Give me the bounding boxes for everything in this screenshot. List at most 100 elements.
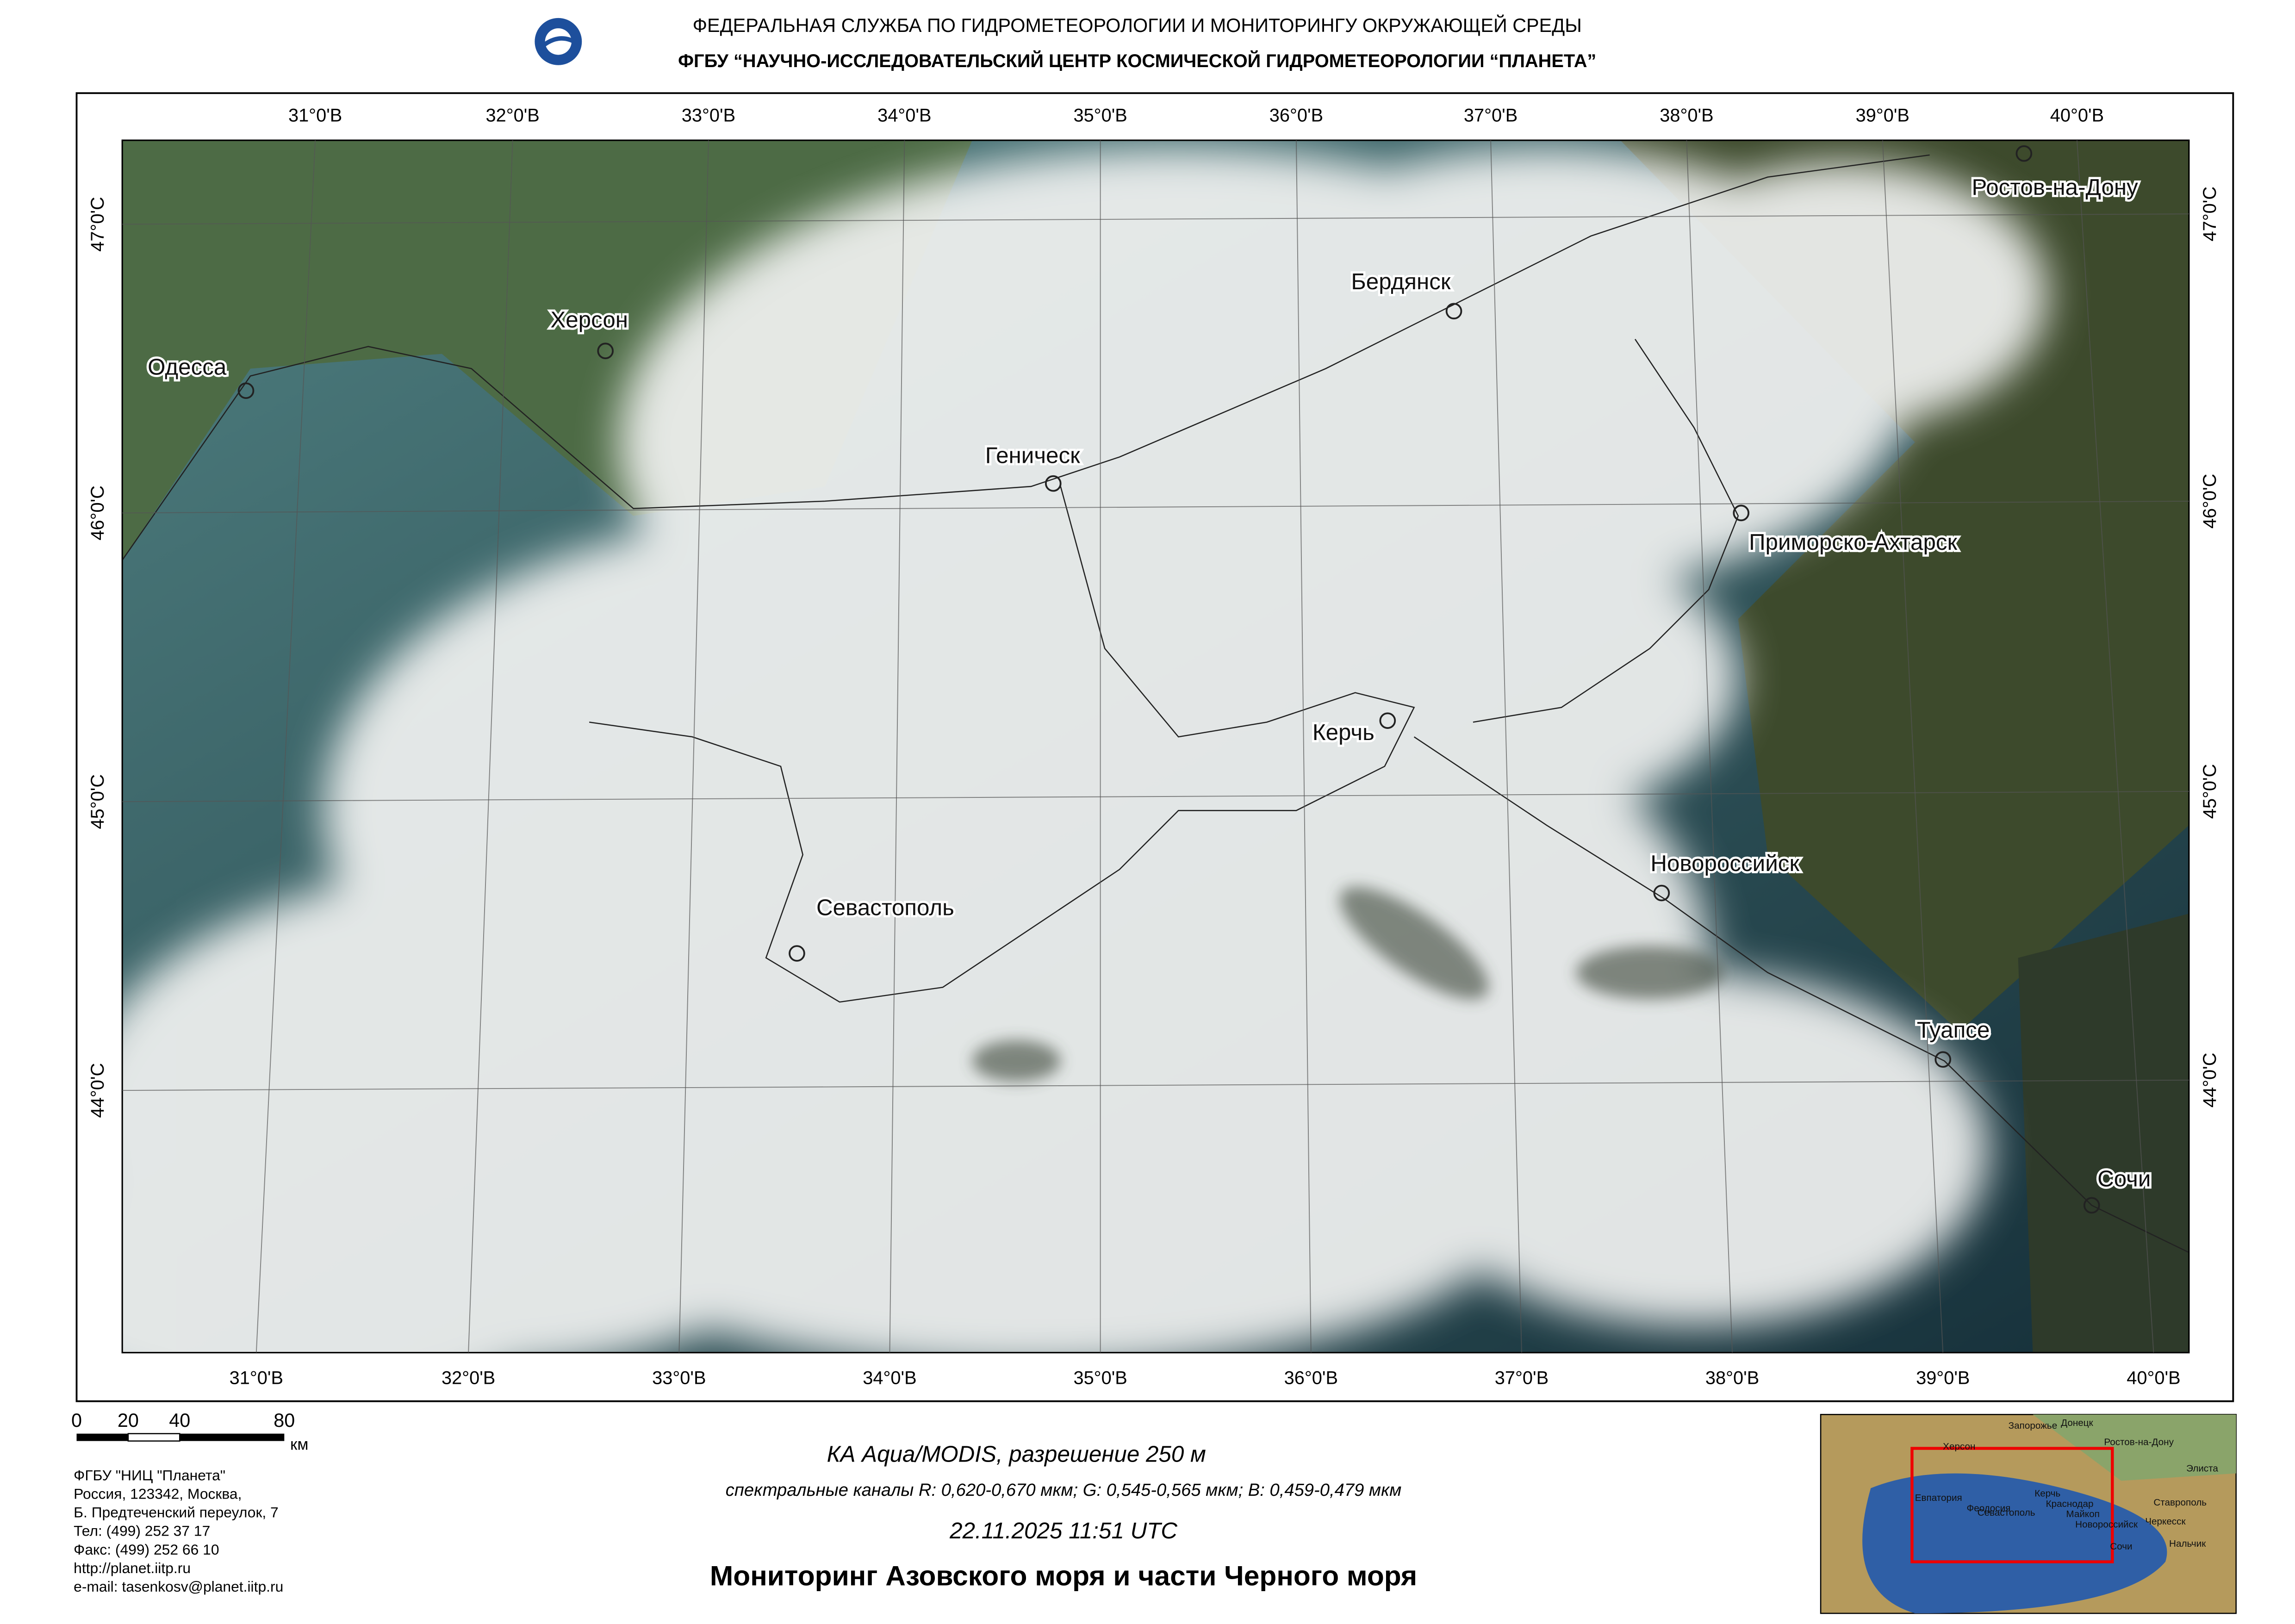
- right-label: 46°0'С: [2200, 474, 2220, 529]
- title: Мониторинг Азовского моря и части Черног…: [710, 1560, 1417, 1592]
- scale-label: 40: [169, 1410, 190, 1431]
- city-marker: [1445, 303, 1462, 320]
- graticule: [122, 140, 2189, 1353]
- inset-label: Нальчик: [2169, 1538, 2206, 1549]
- org-line: ФГБУ "НИЦ "Планета": [74, 1467, 225, 1483]
- city-marker: [789, 945, 805, 962]
- city-marker: [2083, 1197, 2100, 1214]
- parallel: [122, 790, 2189, 803]
- inset-label: Севастополь: [1978, 1507, 2035, 1518]
- city-label: Севастополь: [816, 895, 954, 921]
- bottom-label: 38°0'В: [1705, 1368, 1759, 1388]
- right-label: 47°0'С: [2200, 187, 2220, 242]
- city-marker: [1379, 712, 1396, 729]
- top-label: 36°0'В: [1269, 106, 1323, 126]
- bottom-label: 32°0'В: [442, 1368, 495, 1388]
- left-label: 44°0'С: [87, 1063, 108, 1118]
- bottom-label: 36°0'В: [1284, 1368, 1338, 1388]
- city-marker: [1934, 1051, 1952, 1068]
- city-label: Бердянск: [1351, 269, 1451, 294]
- inset-label: Херсон: [1943, 1441, 1975, 1452]
- meridian: [678, 140, 709, 1353]
- top-label: 33°0'В: [682, 106, 735, 126]
- city-label: Приморско-Ахтарск: [1749, 529, 1957, 555]
- labels: 31°0'В 31°0'В 32°0'В 32°0'В 33°0'В 33°0'В 34°0…: [71, 106, 2220, 1595]
- meridian: [1686, 140, 1733, 1353]
- city-label: Туапсе: [1917, 1017, 1990, 1043]
- top-label: 31°0'В: [288, 106, 342, 126]
- top-label: 40°0'В: [2050, 106, 2104, 126]
- satellite-image: [122, 140, 2189, 1353]
- inset-label: Краснодар: [2046, 1499, 2094, 1509]
- bottom-label: 40°0'В: [2127, 1368, 2180, 1388]
- header-line: ФГБУ “НАУЧНО-ИССЛЕДОВАТЕЛЬСКИЙ ЦЕНТР КОС…: [678, 50, 1596, 71]
- city-label: Херсон: [550, 307, 628, 333]
- inset-label: Элиста: [2186, 1463, 2218, 1474]
- city-marker: [597, 342, 614, 360]
- logo: [535, 18, 582, 65]
- bottom-label: 33°0'В: [652, 1368, 706, 1388]
- inset-map: [1820, 1414, 2237, 1614]
- left-label: 46°0'С: [87, 485, 108, 541]
- city-marker: [1733, 504, 1750, 522]
- meridian: [255, 140, 316, 1353]
- top-label: 34°0'В: [877, 106, 931, 126]
- datetime: 22.11.2025 11:51 UTC: [949, 1518, 1177, 1543]
- parallel: [122, 213, 2189, 225]
- inset-label: Майкоп: [2066, 1509, 2099, 1519]
- inset-label: Запорожье: [2009, 1420, 2058, 1431]
- right-label: 45°0'С: [2200, 764, 2220, 819]
- left-label: 45°0'С: [87, 774, 108, 829]
- city-label: Керчь: [1312, 720, 1375, 745]
- inset-label: Донецк: [2061, 1418, 2093, 1428]
- parallel: [122, 500, 2189, 514]
- right-label: 44°0'С: [2200, 1053, 2220, 1108]
- meridian: [1490, 140, 1522, 1353]
- meridian: [1882, 140, 1944, 1353]
- inset-label: Ростов-на-Дону: [2104, 1437, 2174, 1447]
- top-label: 37°0'В: [1464, 106, 1518, 126]
- inset-label: Ставрополь: [2153, 1497, 2207, 1508]
- org-line: Тел: (499) 252 37 17: [74, 1523, 210, 1539]
- bottom-label: 37°0'В: [1495, 1368, 1549, 1388]
- org-line: Россия, 123342, Москва,: [74, 1486, 242, 1502]
- meridian: [2076, 140, 2154, 1353]
- meridian: [468, 140, 513, 1353]
- scale-label: 0: [71, 1410, 82, 1431]
- city-label: Геническ: [985, 442, 1080, 468]
- inset-label: Черкесск: [2145, 1516, 2186, 1527]
- org-line: http://planet.iitp.ru: [74, 1560, 191, 1576]
- org-line: Факс: (499) 252 66 10: [74, 1541, 219, 1558]
- city-marker: [1653, 884, 1670, 902]
- city-label: Ростов-на-Дону: [1972, 174, 2139, 200]
- org-line: e-mail: tasenkosv@planet.iitp.ru: [74, 1578, 283, 1595]
- inset-labels: Запорожье Донецк Херсон Ростов-на-Дону Элист…: [1915, 1418, 2219, 1552]
- bottom-label: 31°0'В: [230, 1368, 283, 1388]
- city-marker: [2015, 145, 2033, 162]
- bottom-label: 39°0'В: [1916, 1368, 1970, 1388]
- meridian: [1296, 140, 1312, 1353]
- city-label: Одесса: [148, 354, 227, 380]
- scale-unit: км: [290, 1435, 308, 1453]
- channels: спектральные каналы R: 0,620-0,670 мкм; …: [726, 1480, 1402, 1500]
- scale-label: 80: [274, 1410, 295, 1431]
- top-label: 35°0'В: [1073, 106, 1127, 126]
- city-marker: [1045, 475, 1062, 492]
- scale-bar: [76, 1433, 285, 1442]
- bottom-label: 34°0'В: [863, 1368, 916, 1388]
- map-frame: [75, 92, 2234, 1402]
- parallel: [122, 1079, 2189, 1091]
- satellite: КА Aqua/MODIS, разрешение 250 м: [827, 1441, 1206, 1467]
- inset-label: Керчь: [2034, 1488, 2060, 1499]
- top-label: 32°0'В: [485, 106, 539, 126]
- org-line: Б. Предтеченский переулок, 7: [74, 1504, 279, 1521]
- header-line: ФЕДЕРАЛЬНАЯ СЛУЖБА ПО ГИДРОМЕТЕОРОЛОГИИ …: [693, 15, 1582, 36]
- inset-label: Новороссийск: [2075, 1519, 2138, 1530]
- left-label: 47°0'С: [87, 197, 108, 252]
- bottom-label: 35°0'В: [1073, 1368, 1127, 1388]
- city-marker: [237, 382, 255, 399]
- inset-label: Евпатория: [1915, 1493, 1962, 1503]
- top-label: 39°0'В: [1856, 106, 1909, 126]
